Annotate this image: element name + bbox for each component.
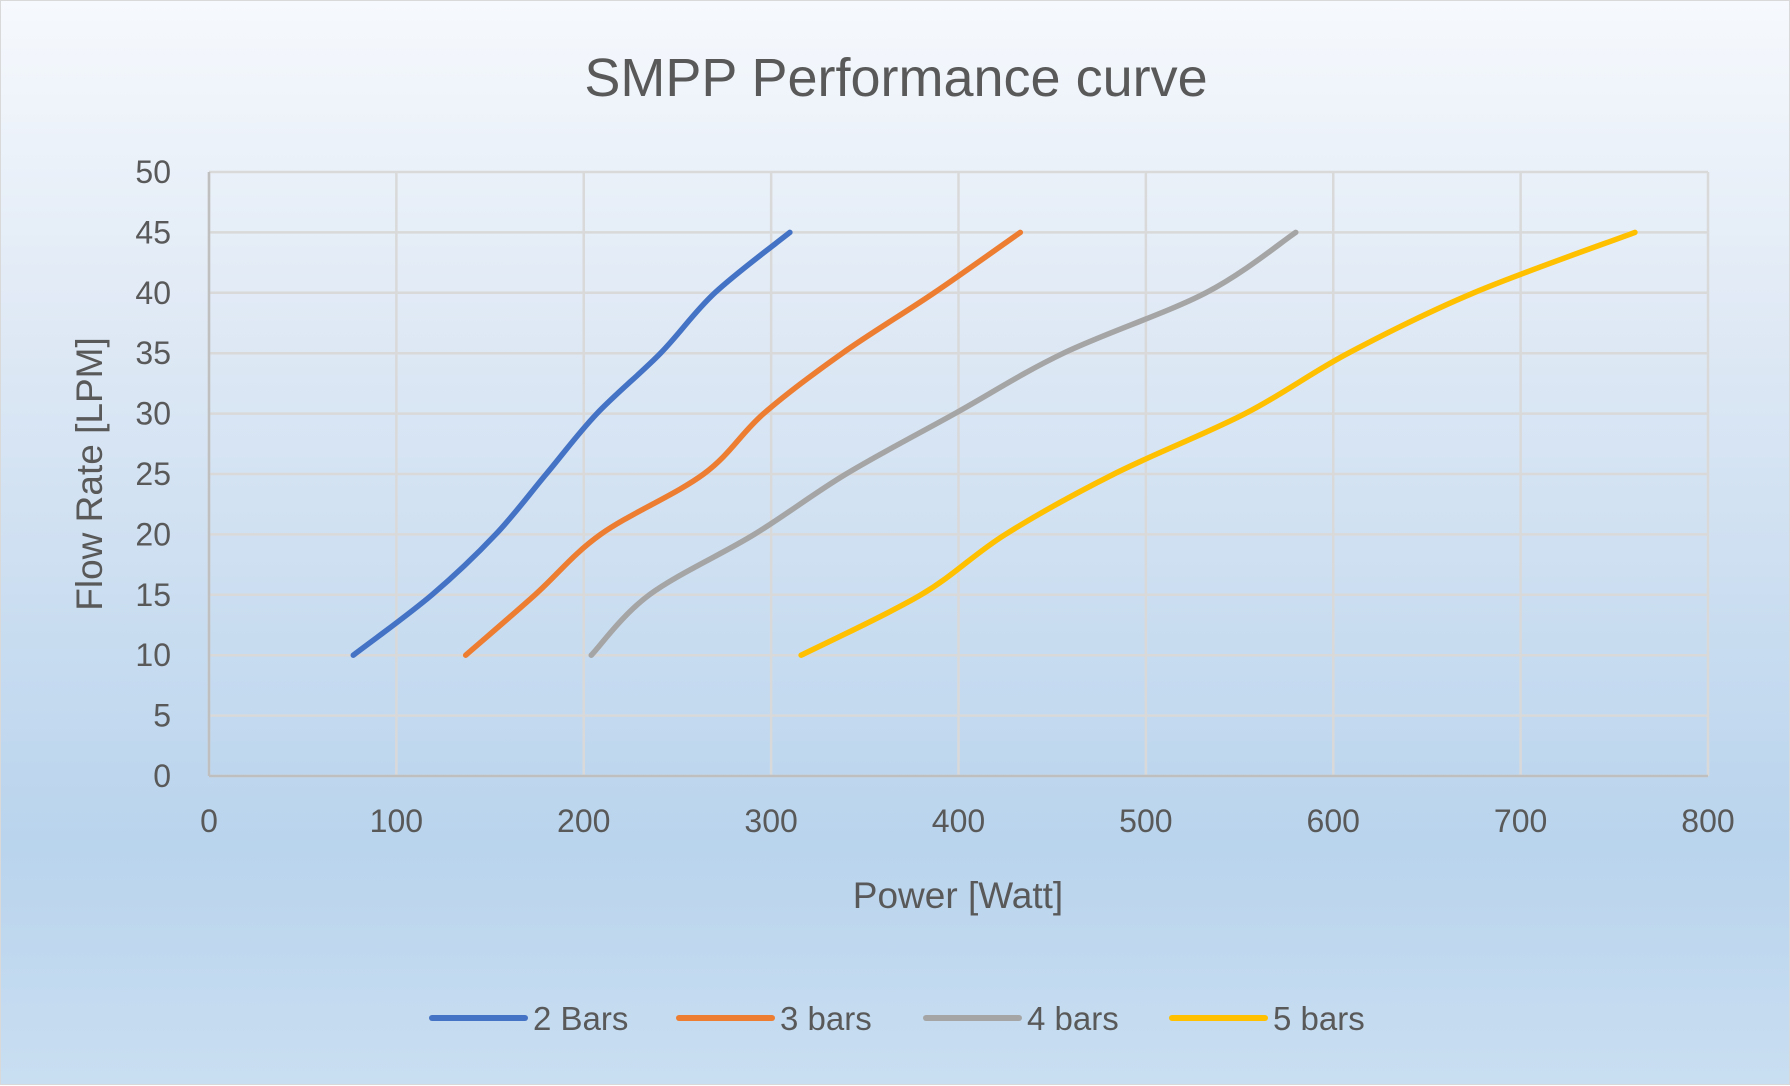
x-tick-label: 200 [557,803,610,839]
y-tick-label: 20 [135,516,171,552]
series-line-5-bars [798,229,1638,658]
y-tick-label: 10 [135,637,171,673]
legend-item: 4 bars [923,1000,1119,1037]
y-tick-label: 35 [135,335,171,371]
y-tick-label: 5 [153,698,171,734]
axis-ticks: 0 100 200 300 400 500 600 700 800 0 5 10 15 20 25 30 35 4… [135,154,1734,839]
series-line-4-bars [588,229,1299,658]
y-tick-label: 40 [135,275,171,311]
x-tick-label: 500 [1119,803,1172,839]
series-line-2-bars [350,229,793,658]
legend-item: 2 Bars [429,1000,628,1037]
x-axis-title: Power [Watt] [853,875,1063,916]
legend-label: 2 Bars [533,1000,628,1037]
y-tick-label: 25 [135,456,171,492]
x-tick-label: 700 [1494,803,1547,839]
legend-item: 5 bars [1169,1000,1365,1037]
y-tick-label: 30 [135,396,171,432]
y-tick-label: 45 [135,214,171,250]
series-line-3-bars [462,229,1024,658]
legend-label: 4 bars [1027,1000,1119,1037]
x-tick-label: 600 [1307,803,1360,839]
legend: 2 Bars 3 bars 4 bars 5 bars [429,1000,1365,1037]
y-axis-title: Flow Rate [LPM] [69,337,110,610]
legend-item: 3 bars [676,1000,872,1037]
x-tick-label: 400 [932,803,985,839]
chart-title: SMPP Performance curve [584,48,1207,108]
x-tick-label: 300 [744,803,797,839]
gridlines [207,170,1710,778]
x-tick-label: 100 [370,803,423,839]
y-tick-label: 0 [153,758,171,794]
x-tick-label: 800 [1681,803,1734,839]
plot-area [350,229,1638,658]
y-tick-label: 15 [135,577,171,613]
x-tick-label: 0 [200,803,218,839]
y-tick-label: 50 [135,154,171,190]
legend-label: 3 bars [780,1000,872,1037]
legend-label: 5 bars [1273,1000,1365,1037]
